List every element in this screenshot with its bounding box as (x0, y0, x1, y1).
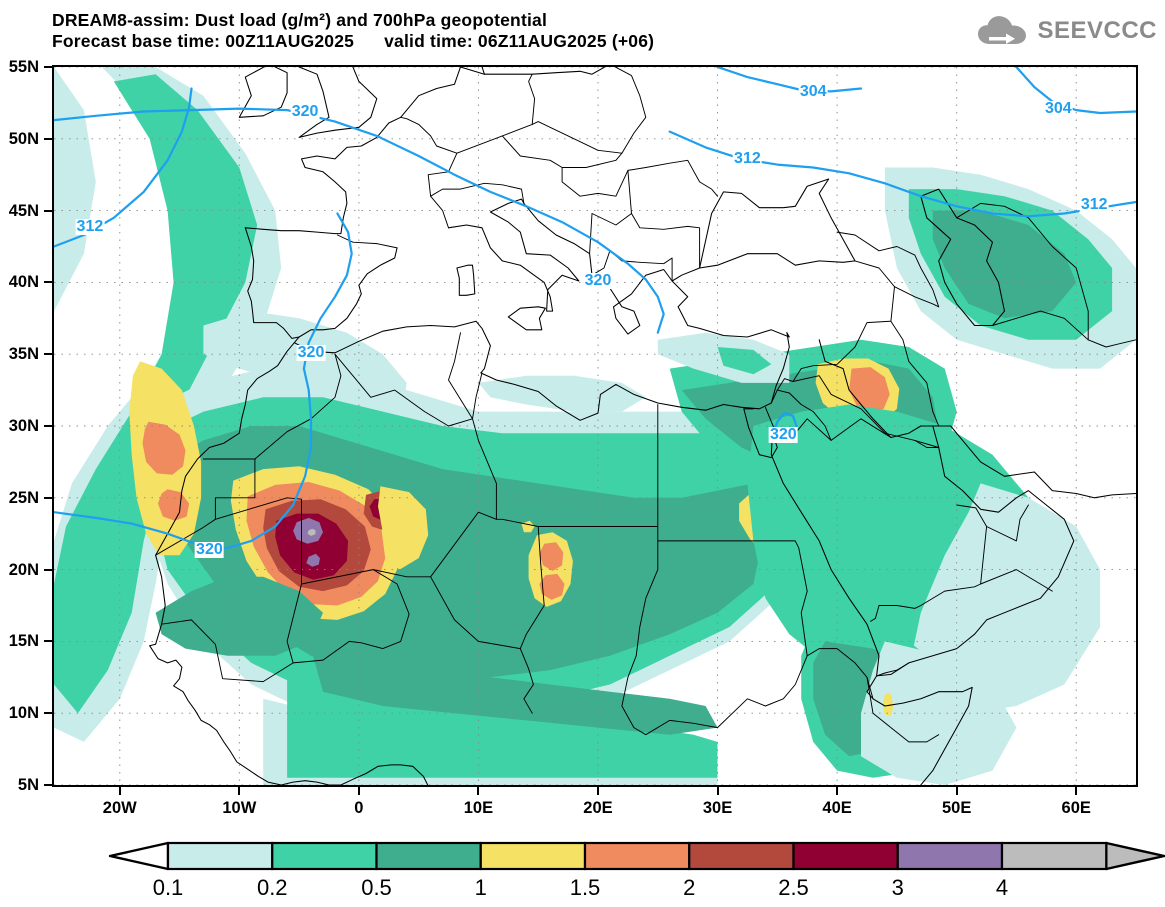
x-axis-tick (477, 786, 480, 795)
y-axis-label: 35N (8, 345, 39, 364)
colorbar-tick-label: 3 (891, 875, 904, 900)
x-axis-tick (716, 786, 719, 795)
seevccc-logo: SEEVCCC (976, 14, 1157, 48)
colorbar-tick-label: 0.5 (361, 875, 392, 900)
map-plot-area[interactable] (52, 65, 1138, 787)
x-axis-tick (836, 786, 839, 795)
colorbar-tick-label: 4 (995, 875, 1009, 900)
y-axis-tick (44, 66, 53, 68)
x-axis-tick (596, 786, 599, 795)
y-axis-label: 15N (8, 632, 39, 651)
cloud-arrow-icon (976, 14, 1030, 48)
y-axis-label: 45N (8, 201, 39, 220)
x-axis-label: 40E (822, 799, 852, 817)
forecast-base-time: Forecast base time: 00Z11AUG2025 (52, 31, 355, 51)
colorbar-tick-label: 2 (683, 875, 696, 900)
y-axis-label: 10N (8, 704, 39, 723)
forecast-time-line: Forecast base time: 00Z11AUG2025 valid ti… (52, 31, 952, 52)
y-axis-label: 20N (8, 560, 39, 579)
contour-label: 304 (1043, 100, 1073, 118)
y-axis-label: 40N (8, 273, 39, 292)
y-axis-label: 25N (8, 488, 39, 507)
y-axis-label: 5N (17, 776, 39, 794)
dust-load-map (54, 67, 1136, 785)
y-axis-tick (44, 137, 53, 140)
x-axis-tick (118, 786, 121, 795)
colorbar[interactable]: 0.1 0.2 0.5 1 1.5 2 2.5 3 4 (0, 838, 1165, 907)
colorbar-tick-label: 0.1 (152, 875, 184, 900)
contour-label: 320 (583, 272, 613, 290)
logo-text: SEEVCCC (1037, 17, 1157, 44)
y-axis-tick (44, 784, 53, 786)
x-axis-label: 30E (702, 799, 733, 817)
contour-label: 320 (195, 540, 224, 558)
x-axis-tick (1075, 786, 1078, 795)
y-axis-tick (44, 640, 53, 643)
x-axis-label: 20E (583, 799, 613, 817)
colorbar-tick-label: 0.2 (256, 875, 288, 900)
colorbar-tick-label: 1 (474, 875, 487, 900)
y-axis-label: 30N (8, 417, 39, 435)
contour-label: 312 (1079, 196, 1109, 214)
contour-label: 312 (75, 217, 105, 235)
y-axis-tick (44, 425, 53, 427)
contour-label: 320 (768, 426, 798, 444)
chart-title-block: DREAM8-assim: Dust load (g/m²) and 700hP… (52, 10, 952, 52)
x-axis-label: 10E (463, 799, 494, 817)
y-axis-tick (44, 209, 53, 212)
forecast-valid-time: valid time: 06Z11AUG2025 (+06) (384, 31, 655, 51)
y-axis-tick (44, 281, 53, 284)
page-title: DREAM8-assim: Dust load (g/m²) and 700hP… (52, 10, 548, 30)
colorbar-tick-label: 2.5 (778, 875, 809, 900)
x-axis-tick (357, 786, 360, 795)
y-axis-label: 50N (8, 129, 39, 148)
x-axis-label: 0 (354, 799, 364, 817)
x-axis-label: 50E (941, 799, 972, 817)
x-axis-tick (955, 786, 958, 795)
contour-label: 304 (798, 82, 828, 100)
x-axis-tick (238, 786, 241, 795)
y-axis-tick (44, 496, 53, 499)
colorbar-tick-label: 1.5 (569, 875, 601, 900)
contour-label: 320 (290, 103, 320, 120)
x-axis-label: 20W (102, 799, 137, 817)
contour-label: 312 (733, 150, 762, 168)
y-axis-tick (44, 712, 53, 715)
y-axis-label: 55N (8, 58, 39, 76)
y-axis-tick (44, 353, 53, 356)
x-axis-label: 60E (1061, 799, 1091, 817)
y-axis-tick (44, 568, 53, 571)
contour-label: 320 (296, 344, 326, 362)
x-axis-label: 10W (222, 799, 257, 817)
